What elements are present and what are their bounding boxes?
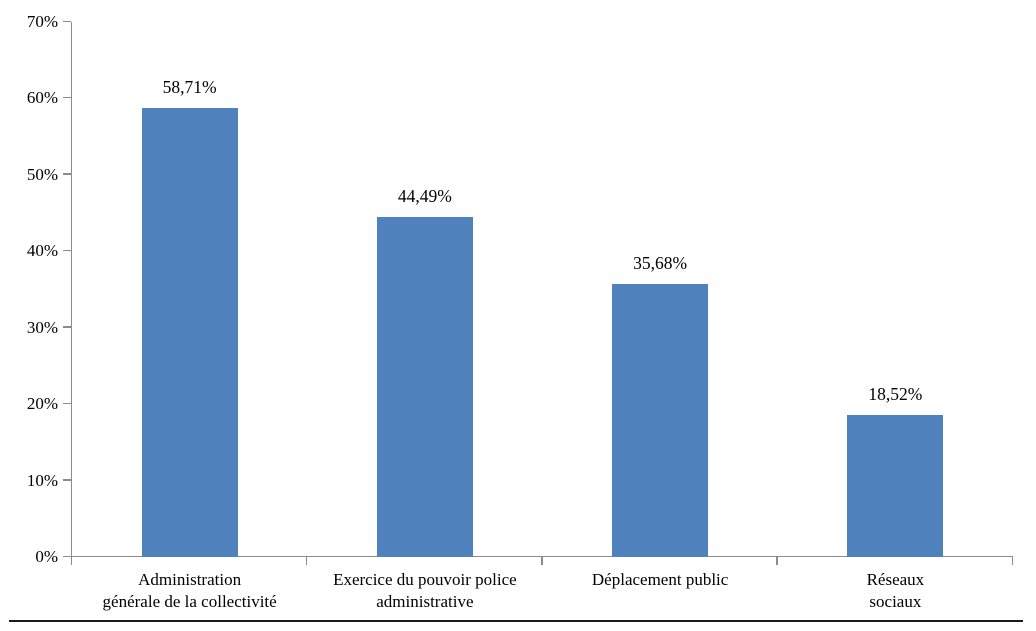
bar-1 bbox=[141, 108, 238, 557]
y-tick bbox=[62, 479, 71, 481]
x-axis-line bbox=[70, 555, 1013, 557]
bar-3 bbox=[612, 284, 709, 557]
y-axis-tick-label: 70% bbox=[26, 12, 58, 31]
category-label: Déplacement public bbox=[591, 570, 729, 589]
y-tick bbox=[62, 326, 71, 328]
y-axis-tick-label: 10% bbox=[26, 470, 58, 490]
bar-4 bbox=[847, 415, 944, 557]
y-tick bbox=[62, 555, 71, 557]
y-tick bbox=[62, 402, 71, 405]
bar-2 bbox=[376, 216, 473, 557]
x-tick bbox=[776, 557, 778, 565]
y-axis-tick-label: 40% bbox=[26, 241, 58, 261]
x-tick bbox=[70, 557, 72, 565]
y-tick bbox=[62, 20, 71, 22]
category-label: Administration générale de la collectivi… bbox=[102, 570, 277, 611]
bar-value-label: 35,68% bbox=[633, 253, 688, 274]
y-axis-tick-label: 50% bbox=[26, 164, 58, 184]
y-axis-tick-label: 0% bbox=[35, 547, 58, 566]
bar-value-label: 58,71% bbox=[162, 77, 217, 98]
x-tick bbox=[541, 557, 543, 565]
y-tick bbox=[62, 96, 71, 99]
y-axis-line bbox=[70, 22, 72, 557]
y-tick bbox=[62, 249, 71, 252]
category-label: Réseaux sociaux bbox=[866, 570, 925, 611]
bar-value-label: 18,52% bbox=[868, 384, 923, 405]
x-tick bbox=[1011, 557, 1013, 565]
bar-value-label: 44,49% bbox=[397, 185, 452, 206]
y-axis-tick-label: 60% bbox=[26, 88, 58, 108]
bottom-border-line bbox=[9, 620, 1023, 622]
y-axis-tick-label: 30% bbox=[26, 317, 58, 337]
y-axis-tick-label: 20% bbox=[26, 394, 58, 414]
category-label: Exercice du pouvoir police administrativ… bbox=[333, 570, 517, 611]
x-tick bbox=[305, 557, 308, 565]
y-tick bbox=[62, 173, 71, 175]
